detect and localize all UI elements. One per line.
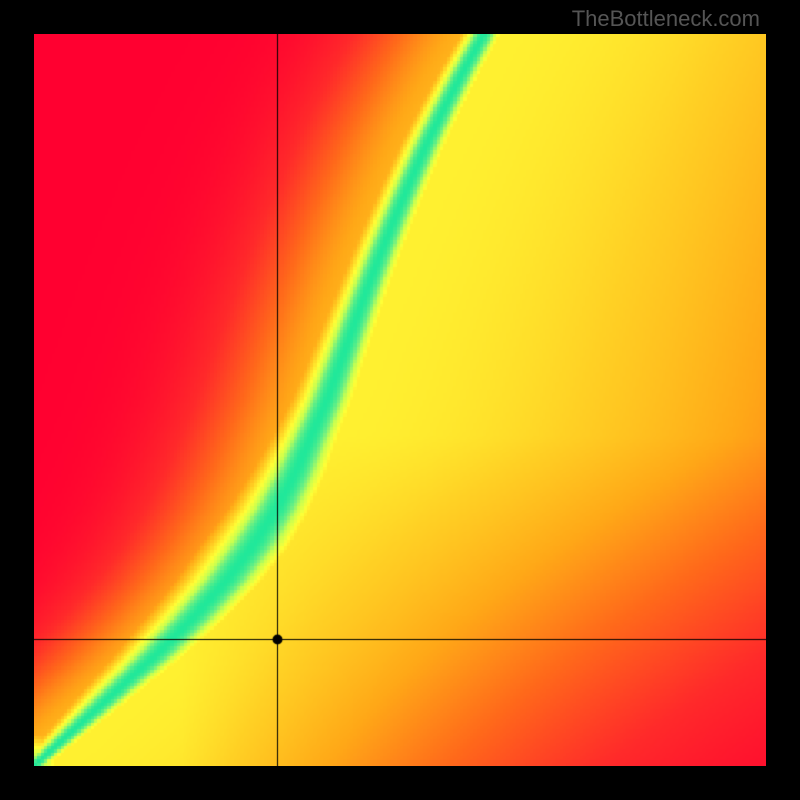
attribution-text: TheBottleneck.com	[572, 6, 760, 32]
heatmap-plot	[34, 34, 766, 766]
heatmap-canvas	[34, 34, 766, 766]
